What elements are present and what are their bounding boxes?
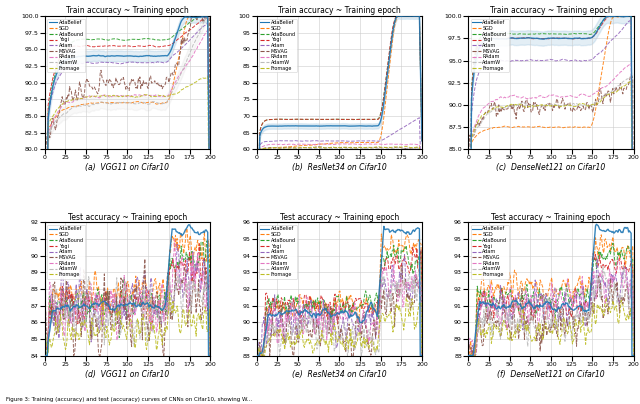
Text: (c)  DenseNet121 on Cifar10: (c) DenseNet121 on Cifar10 (496, 163, 605, 173)
Title: Train accuracy ~ Training epoch: Train accuracy ~ Training epoch (490, 6, 612, 15)
Text: (e)  ResNet34 on Cifar10: (e) ResNet34 on Cifar10 (292, 370, 387, 379)
Legend: AdaBelief, SGD, AdaBound, Yogi, Adam, MSVAG, RAdam, AdamW, Fromage: AdaBelief, SGD, AdaBound, Yogi, Adam, MS… (47, 19, 86, 72)
Legend: AdaBelief, SGD, AdaBound, Yogi, Adam, MSVAG, RAdam, AdamW, Fromage: AdaBelief, SGD, AdaBound, Yogi, Adam, MS… (259, 225, 297, 279)
Text: (a)  VGG11 on Cifar10: (a) VGG11 on Cifar10 (86, 163, 170, 173)
Title: Test accuracy ~ Training epoch: Test accuracy ~ Training epoch (280, 213, 399, 222)
Title: Train accuracy ~ Training epoch: Train accuracy ~ Training epoch (278, 6, 401, 15)
Title: Test accuracy ~ Training epoch: Test accuracy ~ Training epoch (68, 213, 187, 222)
Text: (d)  VGG11 on Cifar10: (d) VGG11 on Cifar10 (85, 370, 170, 379)
Legend: AdaBelief, SGD, AdaBound, Yogi, Adam, MSVAG, RAdam, AdamW, Fromage: AdaBelief, SGD, AdaBound, Yogi, Adam, MS… (470, 225, 509, 279)
Text: (b)  ResNet34 on Cifar10: (b) ResNet34 on Cifar10 (292, 163, 387, 173)
Legend: AdaBelief, SGD, AdaBound, Yogi, Adam, MSVAG, RAdam, AdamW, Fromage: AdaBelief, SGD, AdaBound, Yogi, Adam, MS… (259, 19, 297, 72)
Text: (f)  DenseNet121 on Cifar10: (f) DenseNet121 on Cifar10 (497, 370, 605, 379)
Legend: AdaBelief, SGD, AdaBound, Yogi, Adam, MSVAG, RAdam, AdamW, Fromage: AdaBelief, SGD, AdaBound, Yogi, Adam, MS… (47, 225, 86, 279)
Title: Test accuracy ~ Training epoch: Test accuracy ~ Training epoch (492, 213, 611, 222)
Text: Figure 3: Training (accuracy) and test (accuracy) curves of CNNs on Cifar10, sho: Figure 3: Training (accuracy) and test (… (6, 397, 253, 402)
Legend: AdaBelief, SGD, AdaBound, Yogi, Adam, MSVAG, RAdam, AdamW, Fromage: AdaBelief, SGD, AdaBound, Yogi, Adam, MS… (470, 19, 509, 72)
Title: Train accuracy ~ Training epoch: Train accuracy ~ Training epoch (66, 6, 189, 15)
